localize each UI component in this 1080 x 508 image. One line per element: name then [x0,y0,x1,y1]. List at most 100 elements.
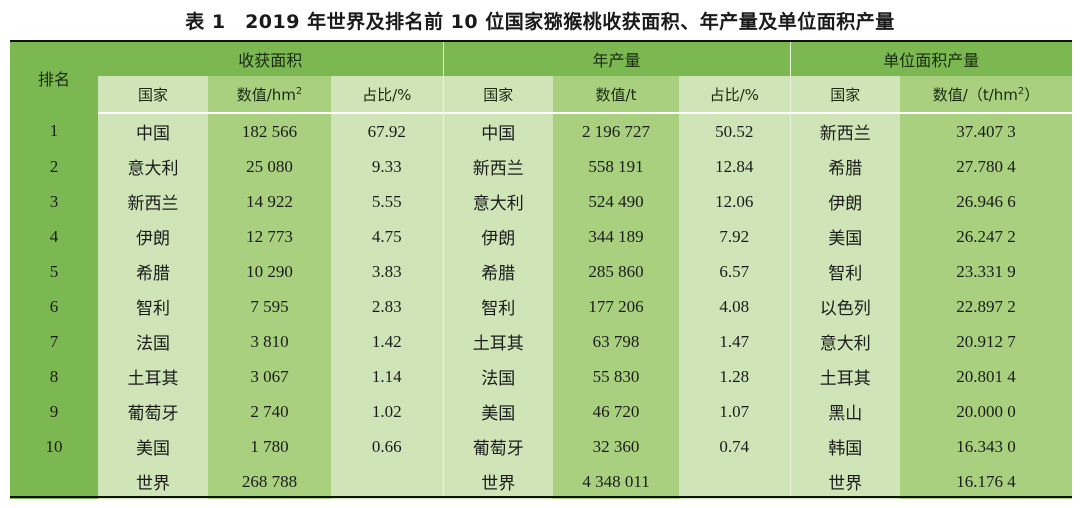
area-share-cell: 1.14 [331,359,444,394]
rank-cell: 1 [10,113,98,149]
area-country-cell: 法国 [98,324,208,359]
table-row: 3 新西兰 14 922 5.55 意大利 524 490 12.06 伊朗 26.946 6 [10,184,1073,219]
prod-value-cell: 524 490 [553,184,680,219]
area-country-cell: 中国 [98,113,208,149]
sub-header-area-value: 数值/hm2 [208,76,331,114]
table-row: 5 希腊 10 290 3.83 希腊 285 860 6.57 智利 23.331 9 [10,254,1073,289]
prod-country-cell: 希腊 [443,254,554,289]
area-value-cell: 3 067 [208,359,331,394]
prod-country-cell: 意大利 [443,184,554,219]
yield-value-cell: 26.946 6 [900,184,1073,219]
area-country-cell: 世界 [98,464,208,499]
yield-country-cell: 土耳其 [790,359,901,394]
area-country-cell: 意大利 [98,149,208,184]
area-country-cell: 伊朗 [98,219,208,254]
yield-country-cell: 意大利 [790,324,901,359]
sub-header-yield-country: 国家 [790,76,901,114]
sub-header-area-share: 占比/% [331,76,444,114]
prod-value-cell: 285 860 [553,254,680,289]
prod-value-cell: 63 798 [553,324,680,359]
yield-country-cell: 伊朗 [790,184,901,219]
prod-share-cell: 4.08 [679,289,791,324]
sub-header-prod-country: 国家 [443,76,554,114]
prod-country-cell: 新西兰 [443,149,554,184]
area-share-cell [331,464,444,499]
prod-value-cell: 46 720 [553,394,680,429]
area-value-cell: 10 290 [208,254,331,289]
sub-header-yield-value: 数值/（t/hm2） [900,76,1073,114]
table-row: 6 智利 7 595 2.83 智利 177 206 4.08 以色列 22.897 2 [10,289,1073,324]
prod-country-cell: 土耳其 [443,324,554,359]
table-row: 7 法国 3 810 1.42 土耳其 63 798 1.47 意大利 20.912 7 [10,324,1073,359]
kiwifruit-table: 排名 收获面积 年产量 单位面积产量 国家 数值/hm2 占比/% 国家 数值/… [10,42,1073,499]
rank-cell: 6 [10,289,98,324]
sub-header-area-country: 国家 [98,76,208,114]
rank-cell: 7 [10,324,98,359]
rank-cell: 10 [10,429,98,464]
table-row: 4 伊朗 12 773 4.75 伊朗 344 189 7.92 美国 26.247 2 [10,219,1073,254]
prod-country-cell: 中国 [443,113,554,149]
area-country-cell: 希腊 [98,254,208,289]
area-value-cell: 268 788 [208,464,331,499]
yield-value-cell: 26.247 2 [900,219,1073,254]
prod-share-cell: 1.47 [679,324,791,359]
area-country-cell: 美国 [98,429,208,464]
area-country-cell: 葡萄牙 [98,394,208,429]
yield-country-cell: 以色列 [790,289,901,324]
prod-share-cell: 6.57 [679,254,791,289]
yield-country-cell: 希腊 [790,149,901,184]
top-rule [10,40,1072,42]
prod-share-cell: 1.28 [679,359,791,394]
yield-value-cell: 23.331 9 [900,254,1073,289]
yield-value-cell: 20.801 4 [900,359,1073,394]
table-row: 9 葡萄牙 2 740 1.02 美国 46 720 1.07 黑山 20.000 0 [10,394,1073,429]
group-header-row: 排名 收获面积 年产量 单位面积产量 [10,42,1073,113]
prod-value-cell: 344 189 [553,219,680,254]
prod-country-cell: 世界 [443,464,554,499]
prod-country-cell: 葡萄牙 [443,429,554,464]
group-header-area: 收获面积 [98,42,444,76]
group-header-production: 年产量 [443,42,791,76]
yield-value-cell: 16.343 0 [900,429,1073,464]
rank-cell [10,464,98,499]
bottom-rule [10,496,1072,498]
prod-country-cell: 伊朗 [443,219,554,254]
area-country-cell: 新西兰 [98,184,208,219]
yield-country-cell: 韩国 [790,429,901,464]
area-value-cell: 14 922 [208,184,331,219]
area-value-cell: 182 566 [208,113,331,149]
prod-value-cell: 4 348 011 [553,464,680,499]
prod-share-cell: 50.52 [679,113,791,149]
prod-country-cell: 美国 [443,394,554,429]
prod-share-cell: 12.06 [679,184,791,219]
prod-share-cell: 7.92 [679,219,791,254]
group-header-yield: 单位面积产量 [790,42,1073,76]
yield-country-cell: 新西兰 [790,113,901,149]
yield-value-cell: 37.407 3 [900,113,1073,149]
area-value-cell: 2 740 [208,394,331,429]
prod-share-cell: 12.84 [679,149,791,184]
table-row: 2 意大利 25 080 9.33 新西兰 558 191 12.84 希腊 27.780 4 [10,149,1073,184]
table-body: 1 中国 182 566 67.92 中国 2 196 727 50.52 新西兰 37.407… [10,113,1073,499]
rank-header: 排名 [10,42,98,113]
table-row: 10 美国 1 780 0.66 葡萄牙 32 360 0.74 韩国 16.343 0 [10,429,1073,464]
rank-cell: 8 [10,359,98,394]
area-value-cell: 1 780 [208,429,331,464]
yield-value-cell: 16.176 4 [900,464,1073,499]
yield-value-cell: 20.912 7 [900,324,1073,359]
area-share-cell: 67.92 [331,113,444,149]
area-value-cell: 12 773 [208,219,331,254]
area-share-cell: 0.66 [331,429,444,464]
area-share-cell: 1.42 [331,324,444,359]
prod-value-cell: 32 360 [553,429,680,464]
area-share-cell: 9.33 [331,149,444,184]
area-share-cell: 1.02 [331,394,444,429]
prod-country-cell: 法国 [443,359,554,394]
sub-header-row: 国家 数值/hm2 占比/% 国家 数值/t 占比/% 国家 数值/（t/hm2… [10,76,1073,114]
yield-value-cell: 27.780 4 [900,149,1073,184]
prod-share-cell: 0.74 [679,429,791,464]
area-share-cell: 5.55 [331,184,444,219]
area-share-cell: 2.83 [331,289,444,324]
area-value-cell: 3 810 [208,324,331,359]
prod-value-cell: 177 206 [553,289,680,324]
